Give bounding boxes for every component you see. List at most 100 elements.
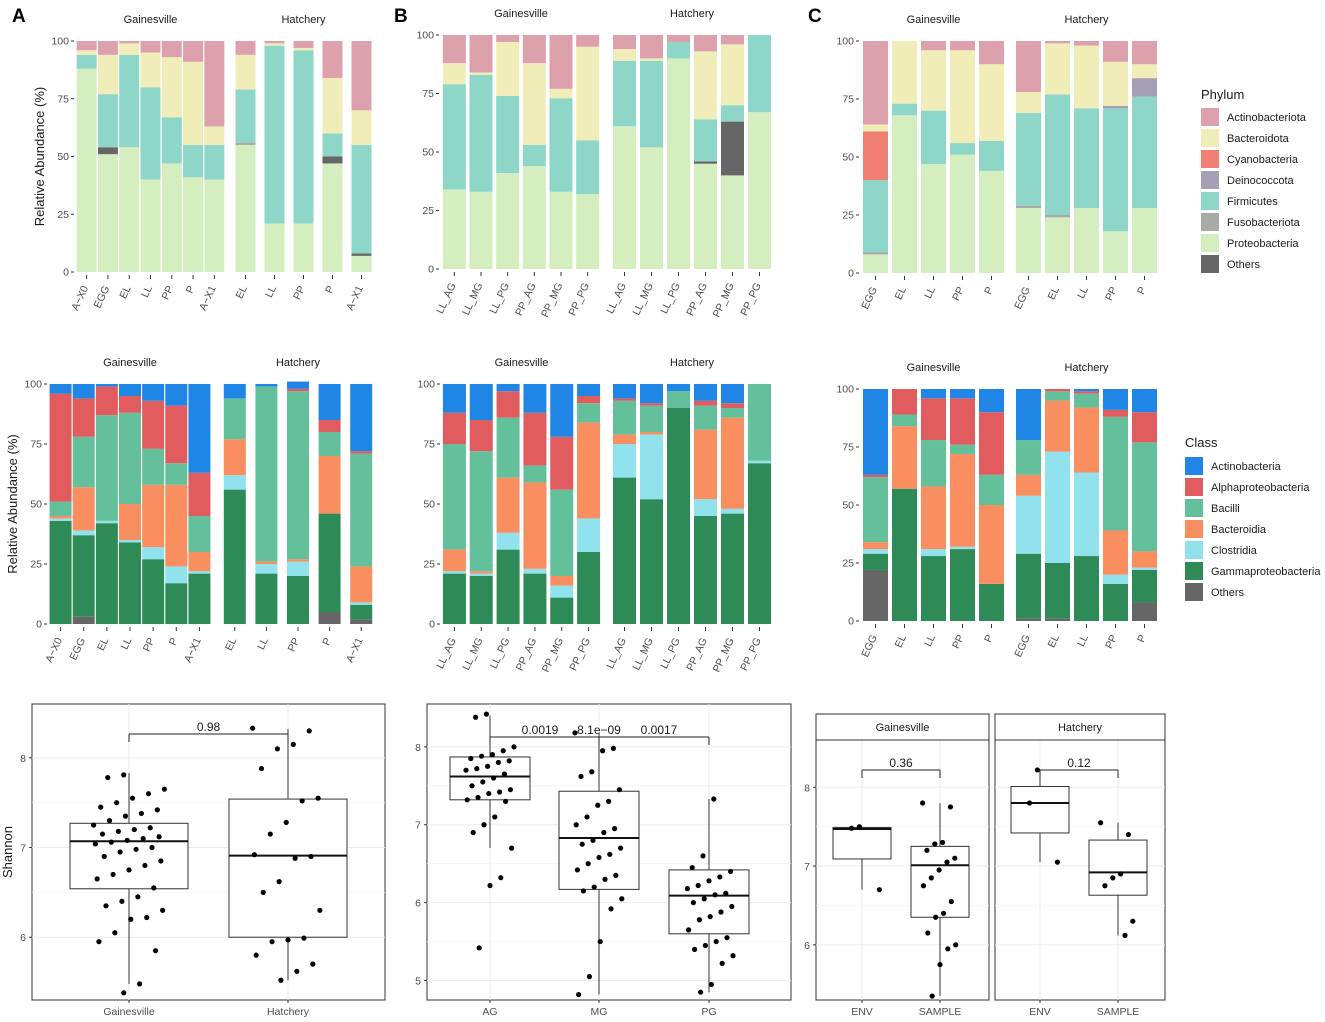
A-class-bar-segment <box>49 393 72 502</box>
B-class-x-tick-label: LL_MG <box>460 636 485 672</box>
B-phylum-y-tick-label: 50 <box>422 147 434 159</box>
A-shannon-data-point <box>108 839 114 845</box>
A-phylum-bar-segment <box>119 41 140 44</box>
B-shannon-data-point <box>692 946 698 952</box>
C-phylum-bar-segment <box>1016 205 1041 209</box>
legend-phylum-swatch <box>1201 255 1219 273</box>
B-class-bar-segment <box>550 576 574 586</box>
B-class-x-tick-label: PP_AG <box>514 636 540 673</box>
B-class-bar-segment <box>577 552 601 624</box>
A-shannon-data-point <box>92 841 98 847</box>
C-phylum-x-tick-label: P <box>1135 285 1149 296</box>
C-phylum-x-tick-label: PP <box>950 285 967 303</box>
B-phylum-bar-segment <box>442 84 466 190</box>
C-phylum-y-tick-label: 75 <box>842 94 854 106</box>
C-shannon-data-point <box>1122 932 1128 938</box>
B-shannon-data-point <box>619 896 625 902</box>
C-shannon-box <box>910 845 970 918</box>
B-class-bar-segment <box>496 549 520 624</box>
B-class-bar-segment <box>577 422 601 519</box>
C-shannon-data-point <box>925 930 931 936</box>
B-phylum-bar-segment <box>496 42 520 96</box>
A-class-bar-segment <box>142 400 165 449</box>
C-shannon-data-point <box>929 993 935 999</box>
B-shannon-data-point <box>730 953 736 959</box>
A-shannon-data-point <box>142 862 148 869</box>
A-shannon-data-point <box>156 834 162 840</box>
A-class-bar-segment <box>255 561 278 564</box>
C-phylum-bar-segment <box>863 131 888 181</box>
C-phylum-bar-segment <box>1103 108 1128 232</box>
C-shannon-y-tick-label: 8 <box>804 782 810 794</box>
B-shannon-data-point <box>597 938 603 945</box>
C-class-bar-segment <box>892 414 917 427</box>
B-class-bar-segment <box>496 417 520 478</box>
A-class-bar-segment <box>165 384 188 406</box>
A-class-bar-segment <box>72 398 95 437</box>
A-phylum-bar-segment <box>161 57 182 118</box>
A-phylum-bar-segment <box>161 41 182 58</box>
A-class-y-tick-label: 25 <box>30 559 42 571</box>
C-shannon-p-value: 0.36 <box>889 756 913 770</box>
C-class-bar-segment <box>892 488 917 621</box>
A-phylum-bar-segment <box>293 223 314 272</box>
A-phylum-bar-segment <box>204 126 225 145</box>
B-class-bar-segment <box>613 400 636 435</box>
B-shannon-data-point <box>610 745 617 752</box>
C-shannon-data-point <box>920 883 927 889</box>
B-shannon-data-point <box>495 759 501 766</box>
B-shannon-data-point <box>729 903 735 910</box>
A-class-bar-segment <box>350 604 373 620</box>
A-phylum-x-tick-label: EGG <box>92 284 113 310</box>
B-phylum-bar-segment <box>576 35 600 47</box>
B-phylum-x-tick-label: LL_AG <box>604 281 629 316</box>
C-shannon-data-point <box>933 914 939 920</box>
legend-phylum-swatch <box>1201 192 1219 210</box>
C-phylum-x-tick-label: EGG <box>859 285 880 311</box>
B-shannon-data-point <box>602 876 608 882</box>
B-phylum-bar-segment <box>576 194 600 269</box>
A-class-x-tick-label: PP <box>141 636 158 654</box>
B-phylum-x-tick-label: PP_MG <box>539 281 565 319</box>
A-class-bar-segment <box>165 405 188 464</box>
B-class-bar-segment <box>613 384 636 399</box>
A-class-bar-segment <box>119 504 141 540</box>
C-class-x-tick-label: P <box>1135 633 1149 644</box>
C-class-y-tick-label: 0 <box>848 616 854 628</box>
B-shannon-data-point <box>711 796 717 802</box>
B-shannon-data-point <box>483 711 489 717</box>
legend-phylum-label: Bacteroidota <box>1227 133 1290 145</box>
A-class-bar-segment <box>49 501 72 516</box>
B-shannon-data-point <box>503 798 509 804</box>
A-phylum-bar-segment <box>264 41 285 44</box>
B-class-x-tick-label: LL_MG <box>631 636 656 672</box>
A-class-bar-segment <box>119 396 141 413</box>
C-shannon-data-point <box>936 867 942 873</box>
C-phylum-bar-segment <box>921 41 946 51</box>
C-shannon-box <box>1010 785 1070 834</box>
A-class-x-tick-label: A−X0 <box>43 636 65 665</box>
A-shannon-data-point <box>299 798 305 804</box>
C-class-bar-segment <box>1132 551 1157 568</box>
C-phylum-bar-segment <box>1045 41 1070 44</box>
B-class-bar-segment <box>694 384 717 401</box>
C-shannon-data-point <box>940 910 947 916</box>
B-phylum-bar-segment <box>640 35 663 59</box>
A-phylum-bar-segment <box>76 68 97 272</box>
A-phylum-bar-segment <box>97 154 118 272</box>
B-class-bar-segment <box>721 513 744 624</box>
C-shannon-data-point <box>928 875 934 881</box>
B-class-bar-segment <box>469 571 493 574</box>
B-class-bar-segment <box>721 403 744 408</box>
A-shannon-data-point <box>133 846 139 852</box>
C-class-bar-segment <box>1132 602 1157 621</box>
A-class-bar-segment <box>318 432 341 456</box>
B-shannon-data-point <box>701 896 707 902</box>
A-phylum-bar-segment <box>322 77 343 134</box>
B-shannon-data-point <box>723 890 729 896</box>
C-phylum-bar-segment <box>950 50 975 144</box>
A-phylum-bar-segment <box>183 41 204 62</box>
C-class-bar-segment <box>863 553 888 570</box>
B-class-bar-segment <box>550 585 574 598</box>
A-class-bar-segment <box>255 384 278 387</box>
